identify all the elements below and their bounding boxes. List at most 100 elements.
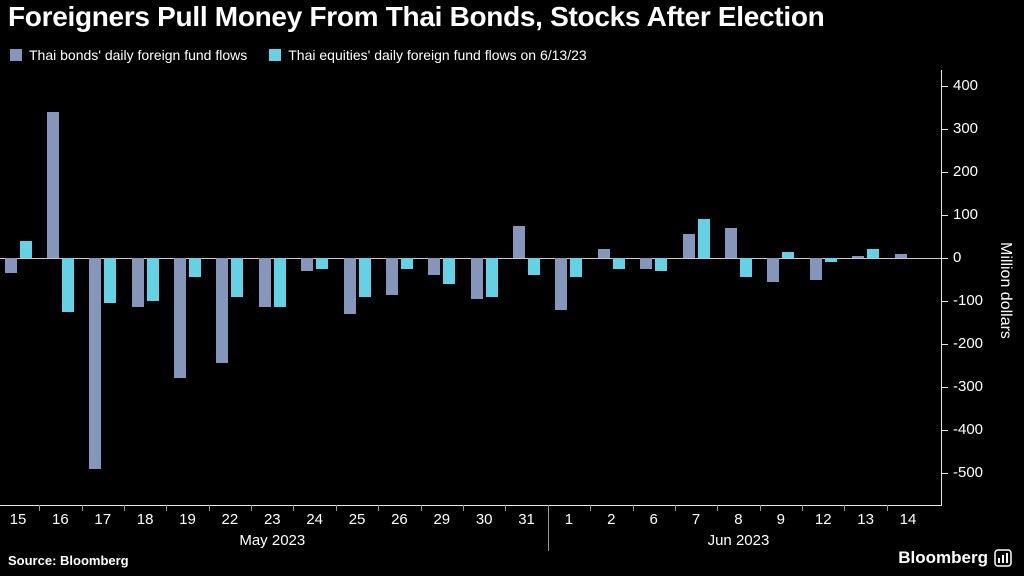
x-axis-tick-label: 31 — [518, 511, 535, 528]
bar-bonds — [301, 258, 314, 271]
x-axis-tick-label: 24 — [306, 511, 323, 528]
bar-equities — [824, 258, 837, 263]
bar-equities — [19, 240, 32, 258]
bar-bonds — [174, 258, 187, 379]
bar-bonds — [4, 258, 17, 274]
bar-equities — [104, 258, 117, 304]
x-axis-tick — [632, 505, 634, 511]
bar-bonds — [555, 258, 568, 310]
x-axis-tick-label: 8 — [734, 511, 743, 528]
x-axis-tick-label: 30 — [475, 511, 493, 528]
y-axis-tick-label: 0 — [953, 249, 962, 266]
bar-bonds — [597, 249, 610, 258]
x-axis-tick — [293, 505, 295, 511]
y-axis-tick — [941, 214, 948, 216]
x-axis-tick-label: 9 — [776, 511, 786, 528]
x-axis-tick — [505, 505, 507, 511]
zero-baseline — [0, 258, 941, 259]
bar-equities — [146, 258, 159, 301]
x-axis-tick — [802, 505, 804, 511]
legend: Thai bonds' daily foreign fund flows Tha… — [10, 47, 587, 63]
x-axis-tick — [166, 505, 168, 511]
bar-bonds — [216, 258, 229, 364]
y-axis-tick — [941, 85, 948, 87]
y-axis-tick — [941, 128, 948, 130]
x-axis-tick-label: 25 — [348, 511, 366, 528]
x-axis-tick — [378, 505, 380, 511]
y-axis-tick-label: -300 — [953, 378, 984, 395]
bar-bonds — [767, 258, 780, 282]
bloomberg-logo-text: Bloomberg — [898, 548, 988, 567]
x-axis-tick — [335, 505, 337, 511]
chart-title: Foreigners Pull Money From Thai Bonds, S… — [8, 1, 825, 32]
bar-bonds — [724, 227, 737, 258]
x-axis-tick — [81, 505, 83, 511]
y-axis-tick-label: -400 — [953, 421, 984, 438]
x-axis-tick — [420, 505, 422, 511]
x-axis-tick-label: 18 — [136, 511, 154, 528]
x-axis-tick — [39, 505, 41, 511]
bonds-legend-swatch — [10, 49, 22, 61]
y-axis-tick — [941, 300, 948, 302]
x-axis-tick-label: 23 — [263, 511, 281, 528]
bar-equities — [528, 258, 541, 276]
x-axis-tick-label: 29 — [433, 511, 451, 528]
x-axis-tick-label: 1 — [564, 511, 574, 528]
month-separator — [547, 505, 549, 551]
bar-bonds — [682, 234, 695, 258]
bar-equities — [443, 258, 456, 284]
x-axis-tick-label: 19 — [179, 511, 196, 528]
bar-bonds — [809, 258, 822, 280]
y-axis-tick-label: 300 — [953, 120, 979, 137]
y-axis-tick-label: 400 — [953, 77, 979, 94]
y-axis-tick — [941, 343, 948, 345]
x-axis-tick — [208, 505, 210, 511]
bar-bonds — [343, 258, 356, 314]
x-axis-tick-label: 15 — [9, 511, 27, 528]
bar-equities — [697, 219, 710, 258]
bar-equities — [612, 258, 625, 269]
bar-equities — [867, 249, 880, 258]
x-axis-line — [0, 505, 941, 506]
bar-bonds — [46, 111, 59, 258]
bar-bonds — [894, 253, 907, 258]
bar-bonds — [640, 258, 653, 269]
legend-item-equities: Thai equities' daily foreign fund flows … — [269, 47, 587, 63]
x-axis-tick — [123, 505, 125, 511]
bloomberg-logo: Bloomberg — [898, 548, 1012, 568]
bar-equities — [739, 258, 752, 278]
y-axis-line — [941, 70, 942, 506]
x-axis-tick-label: 14 — [899, 511, 917, 528]
x-axis-tick — [674, 505, 676, 511]
x-axis-tick-label: 2 — [607, 511, 616, 528]
y-axis-tick-label: 100 — [953, 206, 979, 223]
y-axis-tick — [941, 429, 948, 431]
month-label: Jun 2023 — [707, 532, 770, 549]
bar-equities — [61, 258, 74, 312]
x-axis-tick — [759, 505, 761, 511]
x-axis-tick-label: 16 — [52, 511, 69, 528]
bloomberg-logo-icon — [994, 549, 1012, 567]
y-axis-tick — [941, 386, 948, 388]
bar-bonds — [258, 258, 271, 308]
equities-legend-swatch — [269, 49, 282, 61]
y-axis-tick-label: -100 — [953, 292, 984, 309]
x-axis-tick — [590, 505, 592, 511]
legend-item-bonds: Thai bonds' daily foreign fund flows — [10, 47, 247, 63]
bar-equities — [570, 258, 583, 278]
y-axis-title: Million dollars — [997, 241, 1014, 339]
source-text: Source: Bloomberg — [8, 553, 129, 568]
x-axis-tick-label: 13 — [857, 511, 874, 528]
bar-bonds — [470, 258, 483, 299]
x-axis-tick — [717, 505, 719, 511]
equities-legend-label: Thai equities' daily foreign fund flows … — [288, 47, 587, 63]
bar-bonds — [428, 258, 441, 276]
bar-equities — [358, 258, 371, 297]
y-axis-tick — [941, 472, 948, 474]
bar-equities — [316, 258, 329, 269]
x-axis-tick — [844, 505, 846, 511]
bar-equities — [189, 258, 202, 278]
x-axis-tick — [886, 505, 888, 511]
bar-equities — [655, 258, 668, 271]
